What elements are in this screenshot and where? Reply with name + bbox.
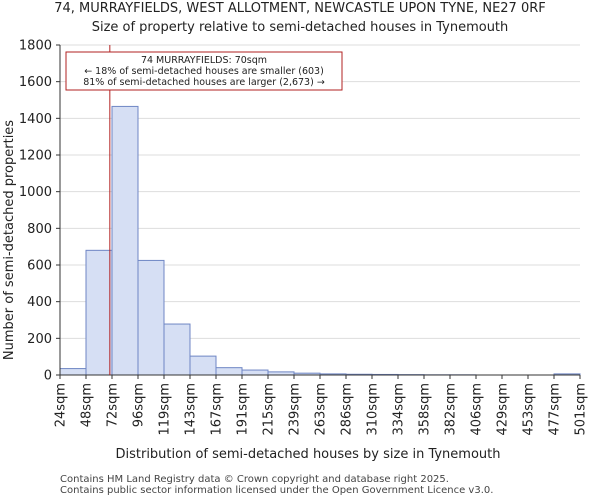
annotation-box: 74 MURRAYFIELDS: 70sqm ← 18% of semi-det… [65, 51, 343, 91]
bar-0 [59, 368, 87, 376]
x-tick-label-8: 215sqm [262, 383, 277, 436]
x-tick-label-20: 501sqm [574, 383, 589, 436]
y-tick-label-0: 0 [44, 369, 52, 384]
x-tick-label-5: 143sqm [184, 383, 199, 436]
y-tick-label-6: 1200 [19, 149, 52, 164]
y-tick-label-1: 200 [27, 332, 52, 347]
bar-7 [241, 369, 269, 376]
x-tick-label-14: 358sqm [418, 383, 433, 436]
y-axis-label: Number of semi-detached properties [2, 120, 17, 360]
x-tick-label-2: 72sqm [106, 383, 121, 427]
bar-1 [85, 249, 113, 376]
bar-6 [215, 367, 243, 376]
y-tick-label-7: 1400 [19, 112, 52, 127]
x-tick-label-12: 310sqm [366, 383, 381, 436]
x-tick-label-4: 119sqm [158, 383, 173, 436]
x-tick-label-13: 334sqm [392, 383, 407, 436]
bar-2 [111, 105, 139, 376]
y-tick-label-3: 600 [27, 259, 52, 274]
bar-4 [163, 323, 191, 376]
annotation-line-2: ← 18% of semi-detached houses are smalle… [84, 66, 324, 77]
x-tick-label-6: 167sqm [210, 383, 225, 436]
x-tick-label-10: 263sqm [314, 383, 329, 436]
y-tick-label-2: 400 [27, 295, 52, 310]
x-tick-label-11: 286sqm [340, 383, 355, 436]
x-tick-label-1: 48sqm [80, 383, 95, 427]
x-tick-label-3: 96sqm [132, 383, 147, 427]
x-tick-label-7: 191sqm [236, 383, 251, 436]
axes [56, 44, 581, 379]
bar-3 [137, 259, 165, 376]
x-tick-label-15: 382sqm [444, 383, 459, 436]
x-tick-label-9: 239sqm [288, 383, 303, 436]
x-tick-label-19: 477sqm [548, 383, 563, 436]
x-tick-label-0: 24sqm [54, 383, 69, 427]
chart-title: 74, MURRAYFIELDS, WEST ALLOTMENT, NEWCAS… [54, 1, 546, 16]
x-tick-label-16: 406sqm [470, 383, 485, 436]
bar-5 [189, 355, 217, 376]
chart-subtitle: Size of property relative to semi-detach… [92, 20, 509, 35]
annotation-line-1: 74 MURRAYFIELDS: 70sqm [141, 55, 267, 66]
x-axis-label: Distribution of semi-detached houses by … [115, 447, 500, 462]
bars [59, 105, 581, 376]
y-tick-label-9: 1800 [19, 39, 52, 54]
y-tick-label-4: 800 [27, 222, 52, 237]
footer-line-1: Contains HM Land Registry data © Crown c… [60, 474, 449, 485]
x-tick-label-17: 429sqm [496, 383, 511, 436]
annotation-line-3: 81% of semi-detached houses are larger (… [83, 77, 325, 88]
footer-line-2: Contains public sector information licen… [60, 485, 494, 496]
y-tick-label-5: 1000 [19, 185, 52, 200]
y-tick-label-8: 1600 [19, 75, 52, 90]
x-tick-label-18: 453sqm [522, 383, 537, 436]
y-tick-labels: 0 200 400 600 800 1000 1200 1400 1600 1800 [19, 39, 52, 384]
annotation-frame [65, 51, 343, 91]
x-tick-labels: 24sqm 48sqm 72sqm 96sqm 119sqm 143sqm 167sqm 19… [54, 383, 589, 436]
